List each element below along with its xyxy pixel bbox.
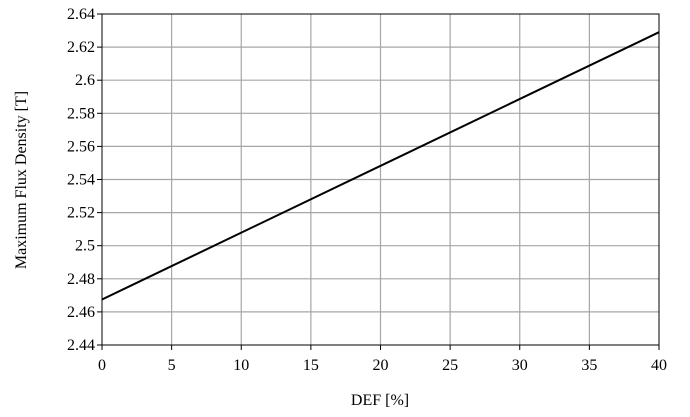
y-tick-label: 2.56 <box>67 138 95 155</box>
x-axis-label: DEF [%] <box>351 392 409 409</box>
y-tick-label: 2.46 <box>67 304 95 321</box>
y-tick-label: 2.52 <box>67 205 95 222</box>
series-line-0 <box>101 31 660 301</box>
y-tick-label: 2.48 <box>67 271 95 288</box>
x-tick-label: 10 <box>233 357 249 374</box>
x-tick-label: 0 <box>98 357 106 374</box>
x-tick-label: 40 <box>651 357 667 374</box>
x-tick-label: 25 <box>442 357 458 374</box>
x-tick-labels: 0 5 10 15 20 25 30 35 40 <box>98 345 667 374</box>
grid <box>102 14 659 345</box>
y-tick-label: 2.54 <box>67 172 95 189</box>
y-tick-labels: 2.44 2.46 2.48 2.5 2.52 2.54 2.56 2.58 2.6 2.62 2.… <box>67 6 102 354</box>
x-tick-label: 15 <box>303 357 319 374</box>
y-tick-label: 2.64 <box>67 6 95 23</box>
x-tick-label: 5 <box>168 357 176 374</box>
y-tick-label: 2.62 <box>67 39 95 56</box>
series-group <box>101 31 660 301</box>
y-axis-label: Maximum Flux Density [T] <box>13 91 30 269</box>
y-tick-label: 2.44 <box>67 337 95 354</box>
x-tick-label: 30 <box>512 357 528 374</box>
y-tick-label: 2.6 <box>75 72 95 89</box>
y-tick-label: 2.5 <box>75 238 95 255</box>
x-tick-label: 35 <box>581 357 597 374</box>
y-tick-label: 2.58 <box>67 105 95 122</box>
x-tick-label: 20 <box>373 357 389 374</box>
